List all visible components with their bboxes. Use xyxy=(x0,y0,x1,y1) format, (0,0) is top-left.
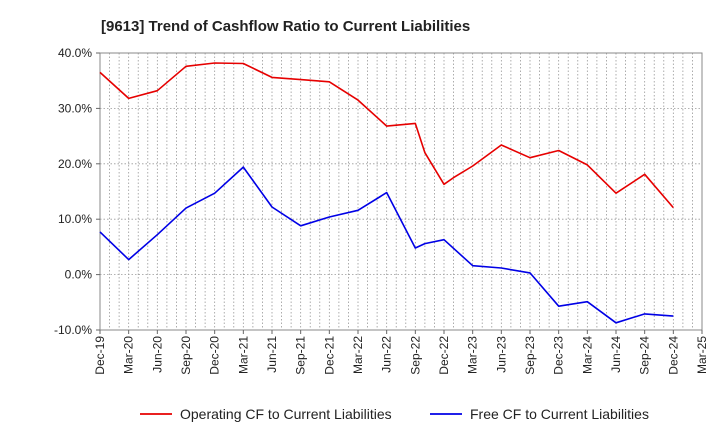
x-tick-label: Sep-22 xyxy=(408,336,422,375)
y-tick-label: 30.0% xyxy=(58,101,92,115)
x-tick-label: Sep-21 xyxy=(294,336,308,375)
x-tick-label: Dec-23 xyxy=(552,336,566,375)
legend-label: Free CF to Current Liabilities xyxy=(470,406,649,422)
y-tick-label: -10.0% xyxy=(54,323,92,337)
series-line-operating-cf xyxy=(99,62,674,209)
x-tick-label: Mar-21 xyxy=(236,336,250,374)
x-tick-label: Mar-24 xyxy=(580,336,594,374)
x-tick-label: Dec-24 xyxy=(666,336,680,375)
x-tick-label: Dec-22 xyxy=(437,336,451,375)
series-lines xyxy=(99,62,674,324)
x-tick-label: Jun-22 xyxy=(380,336,394,373)
x-tick-label: Mar-22 xyxy=(351,336,365,374)
series-line-free-cf xyxy=(99,166,674,324)
plot-area-frame xyxy=(99,52,703,331)
x-tick-label: Jun-20 xyxy=(150,336,164,373)
x-tick-label: Mar-25 xyxy=(695,336,709,374)
x-tick-label: Jun-23 xyxy=(494,336,508,373)
x-tick-label: Jun-21 xyxy=(265,336,279,373)
y-tick-label: 0.0% xyxy=(65,268,93,282)
y-tick-label: 10.0% xyxy=(58,212,92,226)
legend-label: Operating CF to Current Liabilities xyxy=(180,406,392,422)
x-tick-label: Dec-20 xyxy=(208,336,222,375)
x-tick-label: Dec-19 xyxy=(93,336,107,375)
y-tick-label: 20.0% xyxy=(58,157,92,171)
y-tick-label: 40.0% xyxy=(58,46,92,60)
legend: Operating CF to Current Liabilities Free … xyxy=(140,406,649,422)
y-axis: -10.0% 0.0% 10.0% 20.0% 30.0% 40.0% xyxy=(54,46,100,337)
x-tick-label: Sep-23 xyxy=(523,336,537,375)
x-tick-label: Sep-24 xyxy=(638,336,652,375)
x-axis: Dec-19 Mar-20 Jun-20 Sep-20 Dec-20 Mar-21 Jun-… xyxy=(93,330,709,375)
x-tick-label: Mar-20 xyxy=(122,336,136,374)
x-tick-label: Sep-20 xyxy=(179,336,193,375)
chart-title: [9613] Trend of Cashflow Ratio to Curren… xyxy=(101,18,470,35)
x-tick-label: Dec-21 xyxy=(322,336,336,375)
gridlines xyxy=(100,52,702,331)
x-tick-label: Mar-23 xyxy=(466,336,480,374)
x-tick-label: Jun-24 xyxy=(609,336,623,373)
legend-item: Free CF to Current Liabilities xyxy=(430,406,649,422)
legend-item: Operating CF to Current Liabilities xyxy=(140,406,392,422)
